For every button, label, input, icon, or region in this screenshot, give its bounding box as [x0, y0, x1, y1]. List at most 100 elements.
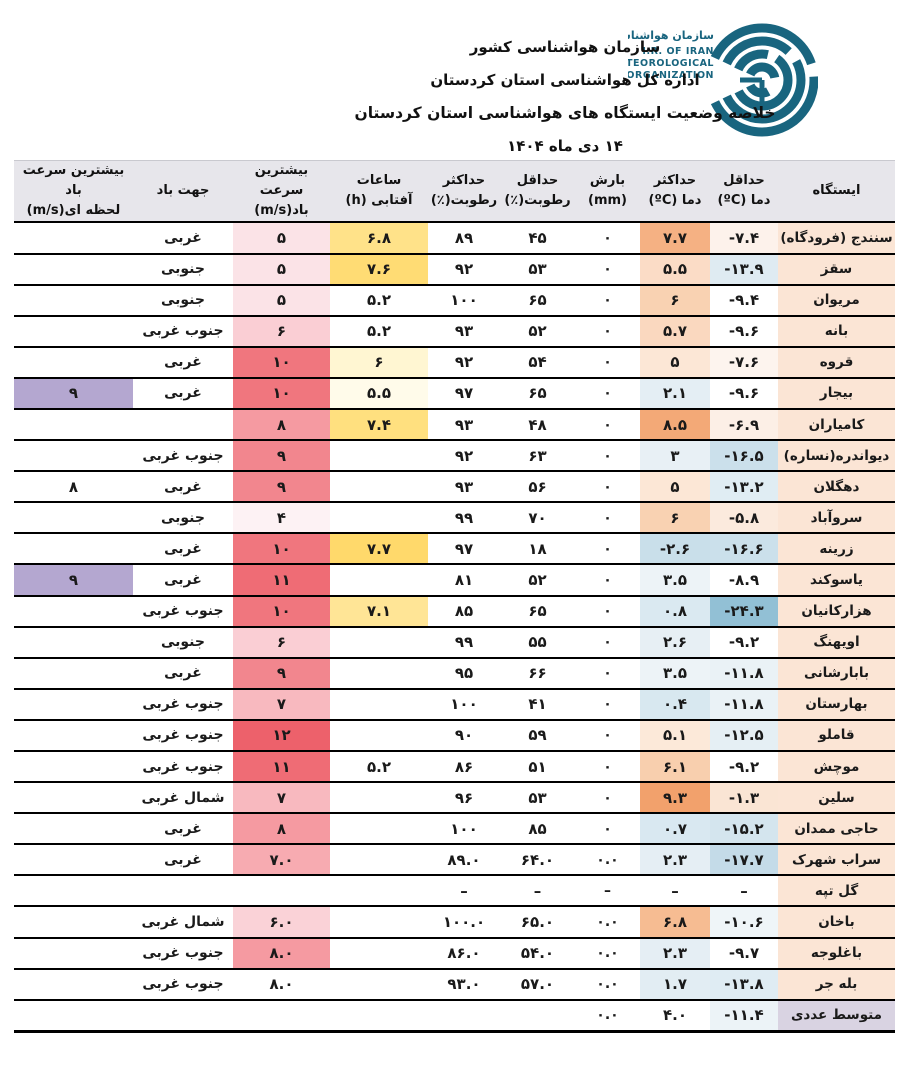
- cell-precip: ۰: [575, 594, 640, 627]
- cell-precip: ۰.۰: [575, 843, 640, 876]
- table-row: باخان -۱۰.۶ ۶.۸ ۰.۰ ۶۵.۰ ۱۰۰.۰ ۶.۰ شمال غربی: [14, 905, 895, 938]
- cell-station: متوسط عددی: [778, 998, 895, 1033]
- table-row: سراب شهرک -۱۷.۷ ۲.۳ ۰.۰ ۶۴.۰ ۸۹.۰ ۷.۰ غربی: [14, 843, 895, 876]
- cell-tmax: -۲.۶: [640, 532, 710, 565]
- cell-sun: [330, 501, 428, 534]
- cell-tmin: -۱۳.۸: [710, 967, 778, 1000]
- cell-dir: جنوب غربی: [133, 439, 233, 472]
- cell-dir: جنوبی: [133, 501, 233, 534]
- cell-hmin: ۵۳: [500, 781, 575, 814]
- cell-hmin: ۶۵.۰: [500, 905, 575, 938]
- cell-tmax: ۵: [640, 470, 710, 503]
- cell-hmin: ۵۳: [500, 252, 575, 285]
- col-header-gust: بیشترین سرعت باد لحظه ای(m/s): [14, 160, 133, 223]
- cell-station: بهارستان: [778, 687, 895, 720]
- cell-hmin: ۸۵: [500, 812, 575, 845]
- cell-hmax: ۹۹: [428, 625, 500, 658]
- table-row: دیواندره(نساره) -۱۶.۵ ۳ ۰ ۶۳ ۹۲ ۹ جنوب غربی: [14, 439, 895, 472]
- cell-hmin: ۵۴: [500, 345, 575, 378]
- cell-tmax: ۳: [640, 439, 710, 472]
- cell-wind: ۸.۰: [233, 936, 330, 969]
- cell-wind: ۱۰: [233, 532, 330, 565]
- cell-tmin: -۹.۴: [710, 283, 778, 316]
- cell-tmin: -۹.۶: [710, 314, 778, 347]
- cell-tmax: ۲.۶: [640, 625, 710, 658]
- cell-dir: جنوب غربی: [133, 594, 233, 627]
- cell-gust: [14, 812, 133, 845]
- cell-sun: [330, 843, 428, 876]
- cell-wind: ۸: [233, 407, 330, 441]
- cell-station: بیجار: [778, 376, 895, 409]
- cell-tmin: -۲۴.۳: [710, 594, 778, 627]
- col-header-sun: ساعات آفتابی (h): [330, 160, 428, 223]
- cell-tmin: -۱۱.۴: [710, 998, 778, 1033]
- department-name: اداره کل هواشناسی استان کردستان: [430, 71, 700, 89]
- table-row: سقز -۱۳.۹ ۵.۵ ۰ ۵۳ ۹۲ ۷.۶ ۵ جنوبی: [14, 252, 895, 285]
- cell-wind: ۵: [233, 283, 330, 316]
- cell-hmin: ۵۱: [500, 750, 575, 783]
- cell-hmax: ۹۹: [428, 501, 500, 534]
- cell-gust: [14, 967, 133, 1000]
- cell-tmax: ۲.۳: [640, 936, 710, 969]
- cell-hmax: ۹۶: [428, 781, 500, 814]
- cell-tmin: -۵.۸: [710, 501, 778, 534]
- cell-wind: ۱۰: [233, 594, 330, 627]
- cell-sun: [330, 718, 428, 752]
- cell-tmin: -۹.۲: [710, 625, 778, 658]
- cell-hmin: ۵۵: [500, 625, 575, 658]
- cell-dir: غربی: [133, 345, 233, 378]
- cell-wind: ۸: [233, 812, 330, 845]
- cell-hmax: [428, 998, 500, 1033]
- cell-precip: ۰: [575, 283, 640, 316]
- cell-sun: [330, 656, 428, 689]
- cell-wind: ۷: [233, 781, 330, 814]
- cell-precip: ۰: [575, 407, 640, 441]
- cell-sun: [330, 625, 428, 658]
- cell-tmin: -۹.۷: [710, 936, 778, 969]
- cell-wind: ۹: [233, 656, 330, 689]
- cell-gust: [14, 345, 133, 378]
- cell-tmax: ۶: [640, 283, 710, 316]
- cell-precip: ۰: [575, 625, 640, 658]
- cell-dir: غربی: [133, 843, 233, 876]
- cell-dir: جنوب غربی: [133, 314, 233, 347]
- cell-wind: ۷: [233, 687, 330, 720]
- cell-gust: [14, 750, 133, 783]
- cell-station: اویهنگ: [778, 625, 895, 658]
- cell-wind: ۷.۰: [233, 843, 330, 876]
- cell-gust: [14, 625, 133, 658]
- cell-dir: جنوب غربی: [133, 718, 233, 752]
- cell-station: سقز: [778, 252, 895, 285]
- cell-station: قروه: [778, 345, 895, 378]
- table-row: هزارکانیان -۲۴.۳ ۰.۸ ۰ ۶۵ ۸۵ ۷.۱ ۱۰ جنوب غربی: [14, 594, 895, 627]
- logo-en-line3: ORGANIZATION: [628, 70, 714, 81]
- cell-hmax: ۹۲: [428, 439, 500, 472]
- cell-station: یاسوکند: [778, 563, 895, 596]
- cell-station: دیواندره(نساره): [778, 439, 895, 472]
- cell-sun: [330, 812, 428, 845]
- cell-tmax: ۱.۷: [640, 967, 710, 1000]
- cell-station: موچش: [778, 750, 895, 783]
- cell-station: زرینه: [778, 532, 895, 565]
- cell-precip: ۰.۰: [575, 967, 640, 1000]
- table-row: بانه -۹.۶ ۵.۷ ۰ ۵۲ ۹۳ ۵.۲ ۶ جنوب غربی: [14, 314, 895, 347]
- cell-station: باخان: [778, 905, 895, 938]
- cell-dir: غربی: [133, 532, 233, 565]
- cell-hmin: ۵۶: [500, 470, 575, 503]
- cell-hmin: ۴۵: [500, 221, 575, 254]
- cell-gust: [14, 314, 133, 347]
- cell-gust: [14, 843, 133, 876]
- cell-gust: [14, 407, 133, 441]
- cell-tmax: ۵: [640, 345, 710, 378]
- cell-hmin: ۷۰: [500, 501, 575, 534]
- cell-dir: جنوب غربی: [133, 967, 233, 1000]
- cell-station: باغلوجه: [778, 936, 895, 969]
- cell-sun: ۷.۶: [330, 252, 428, 285]
- cell-tmax: ۶.۱: [640, 750, 710, 783]
- table-row: یاسوکند -۸.۹ ۳.۵ ۰ ۵۲ ۸۱ ۱۱ غربی ۹: [14, 563, 895, 596]
- cell-hmax: ۸۶.۰: [428, 936, 500, 969]
- cell-station: مریوان: [778, 283, 895, 316]
- cell-precip: ۰: [575, 345, 640, 378]
- table-row: زرینه -۱۶.۶ -۲.۶ ۰ ۱۸ ۹۷ ۷.۷ ۱۰ غربی: [14, 532, 895, 565]
